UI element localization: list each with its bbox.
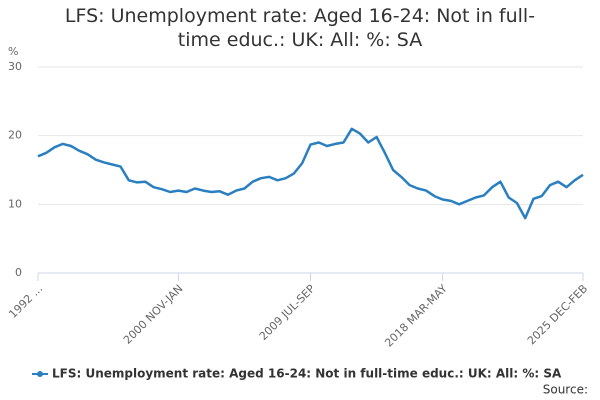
x-tick-label: 2009 JUL-SEP xyxy=(257,282,318,343)
x-tick-label: 2000 NOV-JAN xyxy=(121,282,186,347)
legend-label: LFS: Unemployment rate: Aged 16-24: Not … xyxy=(52,367,562,381)
y-tick-label: 0 xyxy=(15,266,22,279)
series-line xyxy=(37,127,584,220)
y-axis-label: % xyxy=(8,45,18,58)
source: Source: xyxy=(543,383,588,397)
y-tick-label: 10 xyxy=(8,197,22,210)
y-tick-label: 20 xyxy=(8,129,22,142)
y-tick-label: 30 xyxy=(8,60,22,73)
x-tick-label: 2018 MAR-MAY xyxy=(382,282,450,350)
x-tick-label: 1992 ... xyxy=(6,282,45,321)
chart-title: LFS: Unemployment rate: Aged 16-24: Not … xyxy=(64,5,536,51)
x-tick-label: 2025 DEC-FEB xyxy=(525,282,590,347)
legend-marker xyxy=(37,371,43,377)
